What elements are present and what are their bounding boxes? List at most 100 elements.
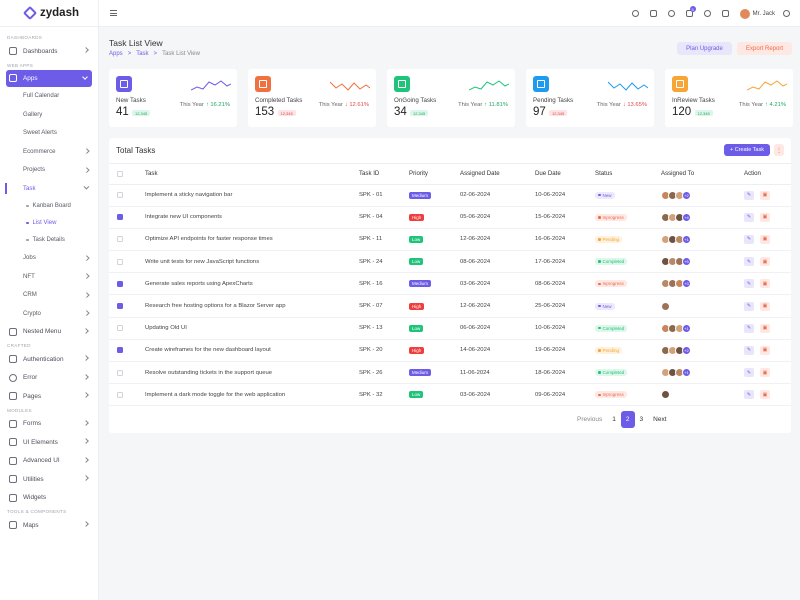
table-row[interactable]: Generate sales reports using ApexCharts S… bbox=[109, 272, 791, 296]
table-row[interactable]: Updating Old UI SPK - 13 Low 06-06-2024 10-0… bbox=[109, 317, 791, 340]
breadcrumb-apps[interactable]: Apps bbox=[109, 51, 123, 57]
sidebar-item-authentication[interactable]: Authentication bbox=[0, 350, 98, 369]
delete-button[interactable]: ▣ bbox=[760, 212, 770, 222]
menu-toggle-icon[interactable] bbox=[110, 10, 117, 16]
edit-button[interactable]: ✎ bbox=[744, 257, 754, 267]
sidebar-item-task[interactable]: Task bbox=[0, 179, 98, 198]
row-checkbox[interactable] bbox=[117, 303, 123, 310]
row-checkbox[interactable] bbox=[117, 214, 123, 221]
pagination-next[interactable]: Next bbox=[653, 416, 667, 423]
table-row[interactable]: Optimize API endpoints for faster respon… bbox=[109, 228, 791, 252]
language-icon[interactable] bbox=[649, 10, 657, 17]
edit-button[interactable]: ✎ bbox=[744, 234, 754, 244]
table-row[interactable]: Create wireframes for the new dashboard … bbox=[109, 339, 791, 363]
sidebar-item-maps[interactable]: Maps bbox=[0, 516, 98, 535]
sidebar-item-apps[interactable]: Apps bbox=[6, 69, 92, 87]
row-checkbox[interactable] bbox=[117, 347, 123, 354]
delete-button[interactable]: ▣ bbox=[760, 257, 770, 267]
table-row[interactable]: Implement a dark mode toggle for the web… bbox=[109, 383, 791, 407]
avatar[interactable] bbox=[739, 8, 750, 19]
table-row[interactable]: Research free hosting options for a Blaz… bbox=[109, 294, 791, 318]
more-assignees-badge[interactable]: +1 bbox=[682, 234, 691, 244]
search-icon[interactable] bbox=[631, 10, 639, 17]
user-name[interactable]: Mr. Jack bbox=[752, 10, 775, 17]
delete-button[interactable]: ▣ bbox=[760, 390, 770, 400]
sidebar-item-forms[interactable]: Forms bbox=[0, 415, 98, 434]
row-checkbox[interactable] bbox=[117, 192, 123, 199]
table-row[interactable]: Implement a sticky navigation bar SPK - 0… bbox=[109, 184, 791, 207]
sidebar-item-ui-elements[interactable]: UI Elements bbox=[0, 433, 98, 452]
due-date: 09-06-2024 bbox=[535, 383, 595, 407]
more-assignees-badge[interactable]: +2 bbox=[682, 345, 691, 355]
row-checkbox[interactable] bbox=[117, 391, 123, 398]
sidebar-item-ecommerce[interactable]: Ecommerce bbox=[0, 142, 98, 161]
edit-button[interactable]: ✎ bbox=[744, 323, 754, 333]
sidebar-item-sweet-alerts[interactable]: Sweet Alerts bbox=[23, 129, 57, 137]
more-assignees-badge[interactable]: +5 bbox=[682, 257, 691, 267]
sidebar-item-dashboards[interactable]: Dashboards bbox=[0, 42, 98, 61]
avatar[interactable] bbox=[661, 390, 670, 400]
edit-button[interactable]: ✎ bbox=[744, 301, 754, 311]
pagination-page-3[interactable]: 3 bbox=[639, 416, 644, 423]
bell-icon[interactable] bbox=[703, 10, 711, 17]
fullscreen-icon[interactable] bbox=[721, 10, 729, 17]
sidebar-item-projects[interactable]: Projects bbox=[0, 161, 98, 180]
avatar[interactable] bbox=[661, 301, 670, 311]
sidebar-item-list-view[interactable]: List View bbox=[0, 215, 98, 232]
sidebar-item-crypto[interactable]: Crypto bbox=[0, 304, 98, 323]
table-row[interactable]: Write unit tests for new JavaScript func… bbox=[109, 250, 791, 274]
more-assignees-badge[interactable]: +2 bbox=[682, 190, 691, 200]
edit-button[interactable]: ✎ bbox=[744, 345, 754, 355]
sidebar-item-widgets[interactable]: Widgets bbox=[0, 489, 98, 508]
edit-button[interactable]: ✎ bbox=[744, 212, 754, 222]
row-checkbox[interactable] bbox=[117, 258, 123, 265]
pagination-page-1[interactable]: 1 bbox=[612, 416, 616, 423]
more-options-button[interactable]: ⋮ bbox=[774, 144, 784, 156]
sidebar-item-full-calendar[interactable]: Full Calendar bbox=[23, 92, 60, 100]
sidebar-item-gallery[interactable]: Gallery bbox=[23, 110, 43, 118]
edit-button[interactable]: ✎ bbox=[744, 279, 754, 289]
moon-icon[interactable] bbox=[667, 10, 675, 17]
delete-button[interactable]: ▣ bbox=[760, 279, 770, 289]
edit-button[interactable]: ✎ bbox=[744, 190, 754, 200]
pagination-previous[interactable]: Previous bbox=[577, 416, 603, 423]
more-assignees-badge[interactable]: +1 bbox=[682, 323, 691, 333]
row-checkbox[interactable] bbox=[117, 369, 123, 376]
edit-button[interactable]: ✎ bbox=[744, 390, 754, 400]
cart-icon[interactable]: 5 bbox=[685, 6, 696, 17]
sidebar-item-kanban-board[interactable]: Kanban Board bbox=[0, 198, 98, 215]
delete-button[interactable]: ▣ bbox=[760, 345, 770, 355]
sidebar-item-pages[interactable]: Pages bbox=[0, 387, 98, 406]
export-report-button[interactable]: Export Report bbox=[737, 42, 792, 55]
more-assignees-badge[interactable]: +1 bbox=[682, 368, 691, 378]
sidebar-item-utilities[interactable]: Utilities bbox=[0, 470, 98, 489]
brand-logo[interactable]: zydash bbox=[0, 0, 98, 27]
forms-icon bbox=[9, 419, 17, 428]
delete-button[interactable]: ▣ bbox=[760, 190, 770, 200]
pagination-page-2[interactable]: 2 bbox=[620, 411, 635, 428]
sidebar-item-advanced-ui[interactable]: Advanced UI bbox=[0, 452, 98, 471]
gear-icon[interactable] bbox=[783, 10, 790, 17]
plan-upgrade-button[interactable]: Plan Upgrade bbox=[677, 42, 732, 55]
delete-button[interactable]: ▣ bbox=[760, 234, 770, 244]
edit-button[interactable]: ✎ bbox=[744, 368, 754, 378]
create-task-button[interactable]: + Create Task bbox=[724, 144, 770, 156]
more-assignees-badge[interactable]: +3 bbox=[682, 279, 691, 289]
more-assignees-badge[interactable]: +4 bbox=[682, 212, 691, 222]
sidebar-item-nested-menu[interactable]: Nested Menu bbox=[0, 323, 98, 342]
row-checkbox[interactable] bbox=[117, 325, 123, 332]
select-all-checkbox[interactable] bbox=[117, 170, 123, 177]
table-row[interactable]: Resolve outstanding tickets in the suppo… bbox=[109, 361, 791, 385]
delete-button[interactable]: ▣ bbox=[760, 368, 770, 378]
sidebar-item-crm[interactable]: CRM bbox=[0, 286, 98, 305]
delete-button[interactable]: ▣ bbox=[760, 301, 770, 311]
sidebar-item-jobs[interactable]: Jobs bbox=[0, 249, 98, 268]
sidebar-item-task-details[interactable]: Task Details bbox=[0, 232, 98, 249]
sidebar-item-nft[interactable]: NFT bbox=[0, 267, 98, 286]
sidebar-item-error[interactable]: Error bbox=[0, 369, 98, 388]
breadcrumb-task[interactable]: Task bbox=[136, 51, 149, 57]
row-checkbox[interactable] bbox=[117, 236, 123, 243]
row-checkbox[interactable] bbox=[117, 280, 123, 287]
table-row[interactable]: Integrate new UI components SPK - 04 High 0… bbox=[109, 206, 791, 229]
delete-button[interactable]: ▣ bbox=[760, 323, 770, 333]
